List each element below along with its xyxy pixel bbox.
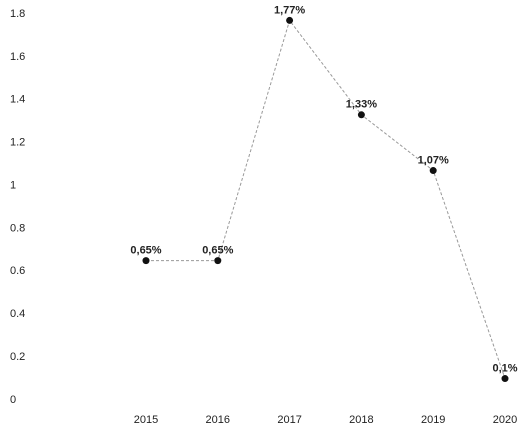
y-tick-label: 1.2	[10, 137, 25, 149]
point	[214, 257, 222, 265]
point	[429, 167, 437, 175]
point	[357, 111, 365, 119]
point	[142, 257, 150, 265]
y-tick-label: 1.4	[10, 94, 25, 106]
data-label: 1,33%	[346, 99, 377, 111]
x-tick-label: 2019	[421, 414, 445, 426]
data-label: 0,65%	[202, 245, 233, 257]
y-tick-label: 0.2	[10, 351, 25, 363]
data-label: 0,65%	[130, 245, 161, 257]
x-tick-label: 2018	[349, 414, 373, 426]
x-tick-label: 2015	[134, 414, 158, 426]
y-tick-label: 1	[10, 179, 16, 191]
line	[146, 19, 506, 379]
y-tick-label: 0.6	[10, 265, 25, 277]
y-tick-label: 1.6	[10, 51, 25, 63]
y-tick-label: 0	[10, 394, 16, 406]
y-tick-label: 0.8	[10, 222, 25, 234]
point	[286, 16, 294, 24]
data-label: 1,07%	[418, 154, 449, 166]
y-tick-label: 1.8	[10, 8, 25, 20]
x-tick-label: 2017	[277, 414, 301, 426]
x-tick-label: 2020	[493, 414, 517, 426]
x-tick-label: 2016	[206, 414, 230, 426]
point	[501, 375, 509, 383]
data-label: 0,1%	[492, 362, 517, 374]
data-label: 1,77%	[274, 4, 305, 16]
y-tick-label: 0.4	[10, 308, 25, 320]
